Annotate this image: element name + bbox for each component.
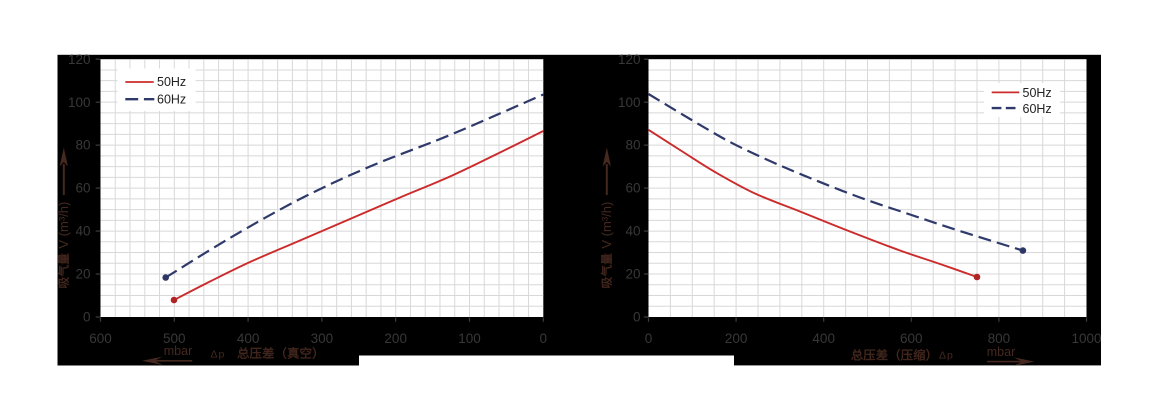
svg-text:20: 20 <box>625 267 640 282</box>
svg-text:100: 100 <box>618 95 641 110</box>
svg-text:500: 500 <box>163 331 186 346</box>
svg-text:200: 200 <box>384 331 407 346</box>
svg-text:100: 100 <box>68 95 91 110</box>
svg-text:400: 400 <box>812 331 835 346</box>
svg-text:0: 0 <box>633 310 641 325</box>
svg-text:120: 120 <box>68 52 91 67</box>
svg-text:0: 0 <box>83 310 91 325</box>
svg-text:60: 60 <box>625 181 640 196</box>
svg-text:40: 40 <box>75 224 90 239</box>
svg-text:60Hz: 60Hz <box>1023 102 1052 116</box>
svg-text:0: 0 <box>645 331 653 346</box>
svg-text:1000: 1000 <box>1071 331 1101 346</box>
svg-text:120: 120 <box>618 52 641 67</box>
svg-text:80: 80 <box>625 138 640 153</box>
svg-text:0: 0 <box>540 331 548 346</box>
svg-text:V (m³/h): V (m³/h) <box>599 202 614 249</box>
svg-text:mbar: mbar <box>164 344 192 358</box>
svg-text:40: 40 <box>625 224 640 239</box>
svg-text:50Hz: 50Hz <box>1023 86 1052 100</box>
svg-text:600: 600 <box>89 331 112 346</box>
svg-text:60Hz: 60Hz <box>157 93 186 107</box>
svg-text:800: 800 <box>988 331 1011 346</box>
svg-text:80: 80 <box>75 138 90 153</box>
svg-text:V (m³/h): V (m³/h) <box>56 202 71 249</box>
svg-text:100: 100 <box>458 331 481 346</box>
svg-text:Δp: Δp <box>939 350 954 362</box>
svg-text:Δp: Δp <box>211 349 226 361</box>
svg-text:60: 60 <box>75 181 90 196</box>
svg-text:20: 20 <box>75 267 90 282</box>
svg-text:300: 300 <box>311 331 334 346</box>
svg-text:200: 200 <box>725 331 748 346</box>
svg-text:600: 600 <box>900 331 923 346</box>
svg-text:mbar: mbar <box>987 345 1015 359</box>
svg-text:400: 400 <box>237 331 260 346</box>
svg-text:50Hz: 50Hz <box>157 75 186 89</box>
